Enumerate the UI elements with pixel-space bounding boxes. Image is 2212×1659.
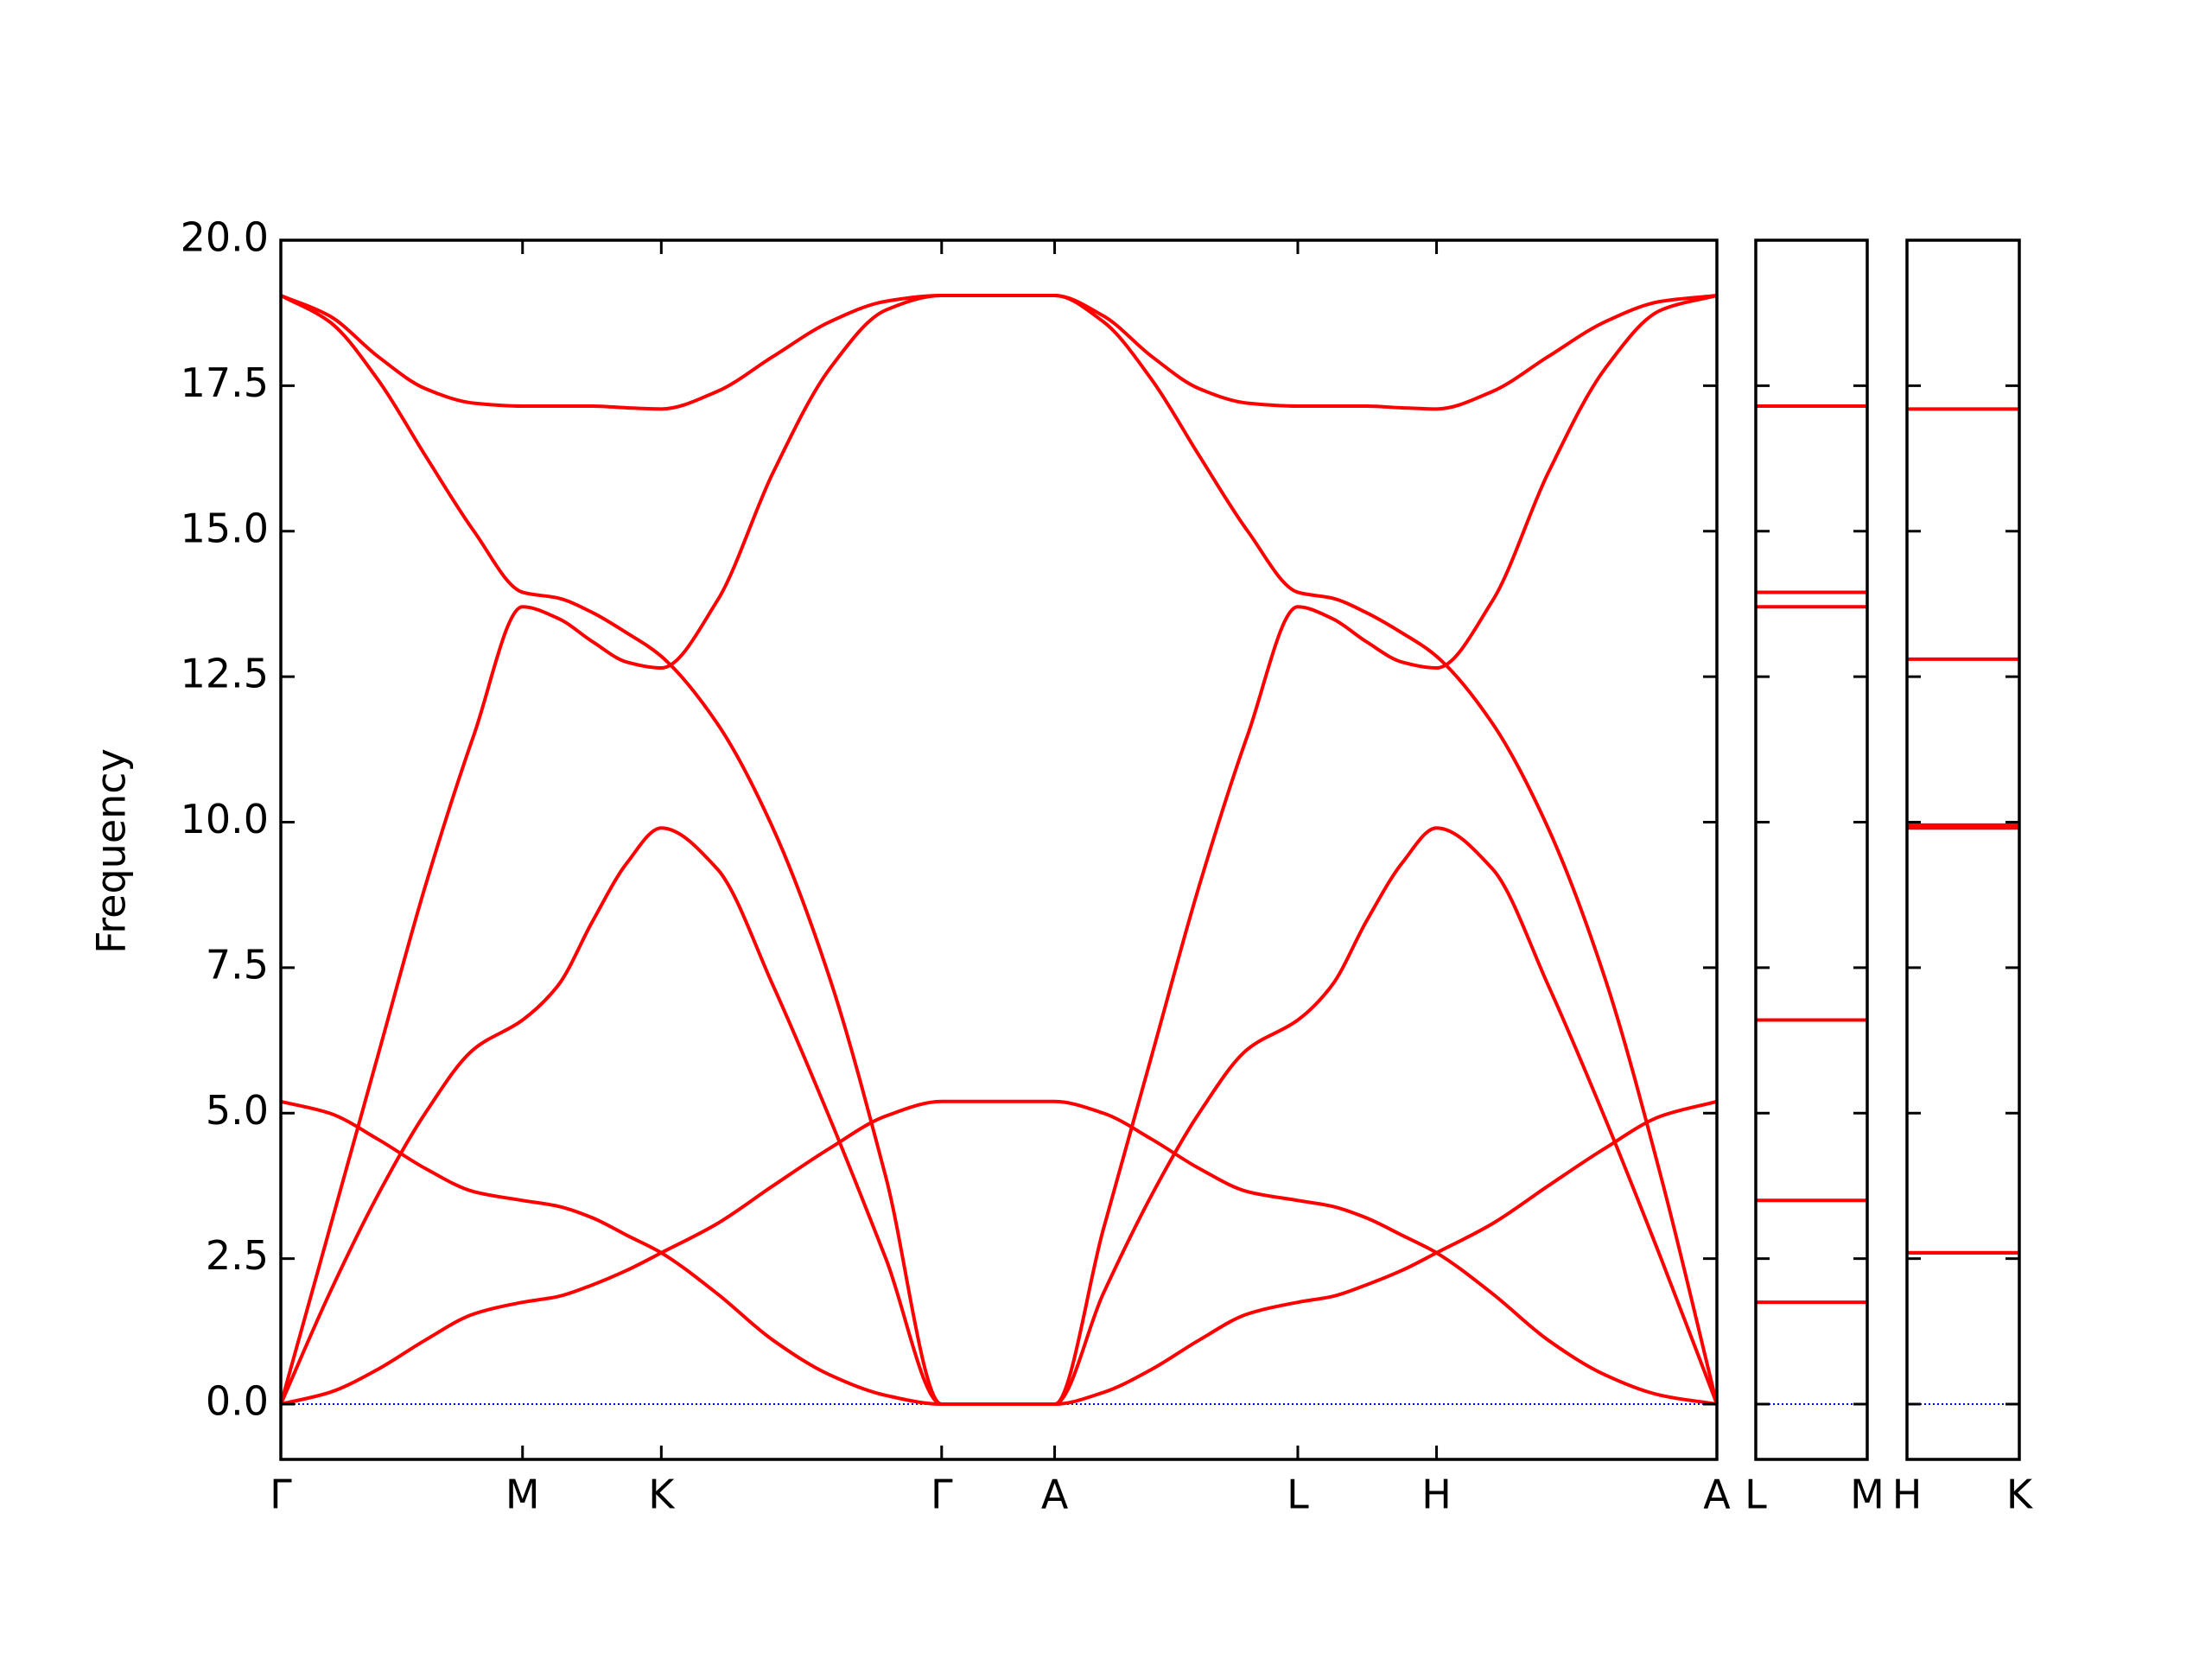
x-tick-label: H (1421, 1471, 1452, 1518)
x-tick-label: K (648, 1471, 676, 1518)
plot-frame (279, 238, 1719, 1461)
y-tick-label: 12.5 (181, 651, 269, 697)
band-line (280, 1099, 1718, 1407)
band-line (280, 294, 1718, 1407)
y-tick-label: 5.0 (206, 1087, 269, 1134)
x-tick-label: Γ (270, 1471, 292, 1518)
y-axis-label: Frequency (88, 748, 135, 954)
plot-frame (1754, 238, 1869, 1461)
y-tick-label: 15.0 (181, 505, 269, 551)
band-line (279, 826, 1719, 1407)
x-tick-label: A (1703, 1471, 1731, 1518)
y-tick-label: 10.0 (181, 796, 269, 842)
x-tick-label: A (1041, 1471, 1069, 1518)
y-tick-label: 0.0 (206, 1378, 269, 1425)
y-tick-label: 2.5 (206, 1232, 269, 1279)
x-tick-label: Γ (931, 1471, 953, 1518)
band-line (280, 1099, 1718, 1406)
band-line (280, 293, 1718, 411)
x-tick-label: M (505, 1471, 540, 1518)
y-tick-label: 7.5 (206, 941, 269, 988)
plot-frame (1905, 238, 2021, 1461)
y-tick-label: 20.0 (181, 214, 269, 261)
x-tick-label: K (2006, 1471, 2034, 1518)
x-tick-label: M (1850, 1471, 1885, 1518)
y-tick-label: 17.5 (181, 359, 269, 406)
x-tick-label: L (1287, 1471, 1309, 1518)
x-tick-label: L (1745, 1471, 1767, 1518)
x-tick-label: H (1892, 1471, 1923, 1518)
band-line (279, 293, 1719, 1405)
